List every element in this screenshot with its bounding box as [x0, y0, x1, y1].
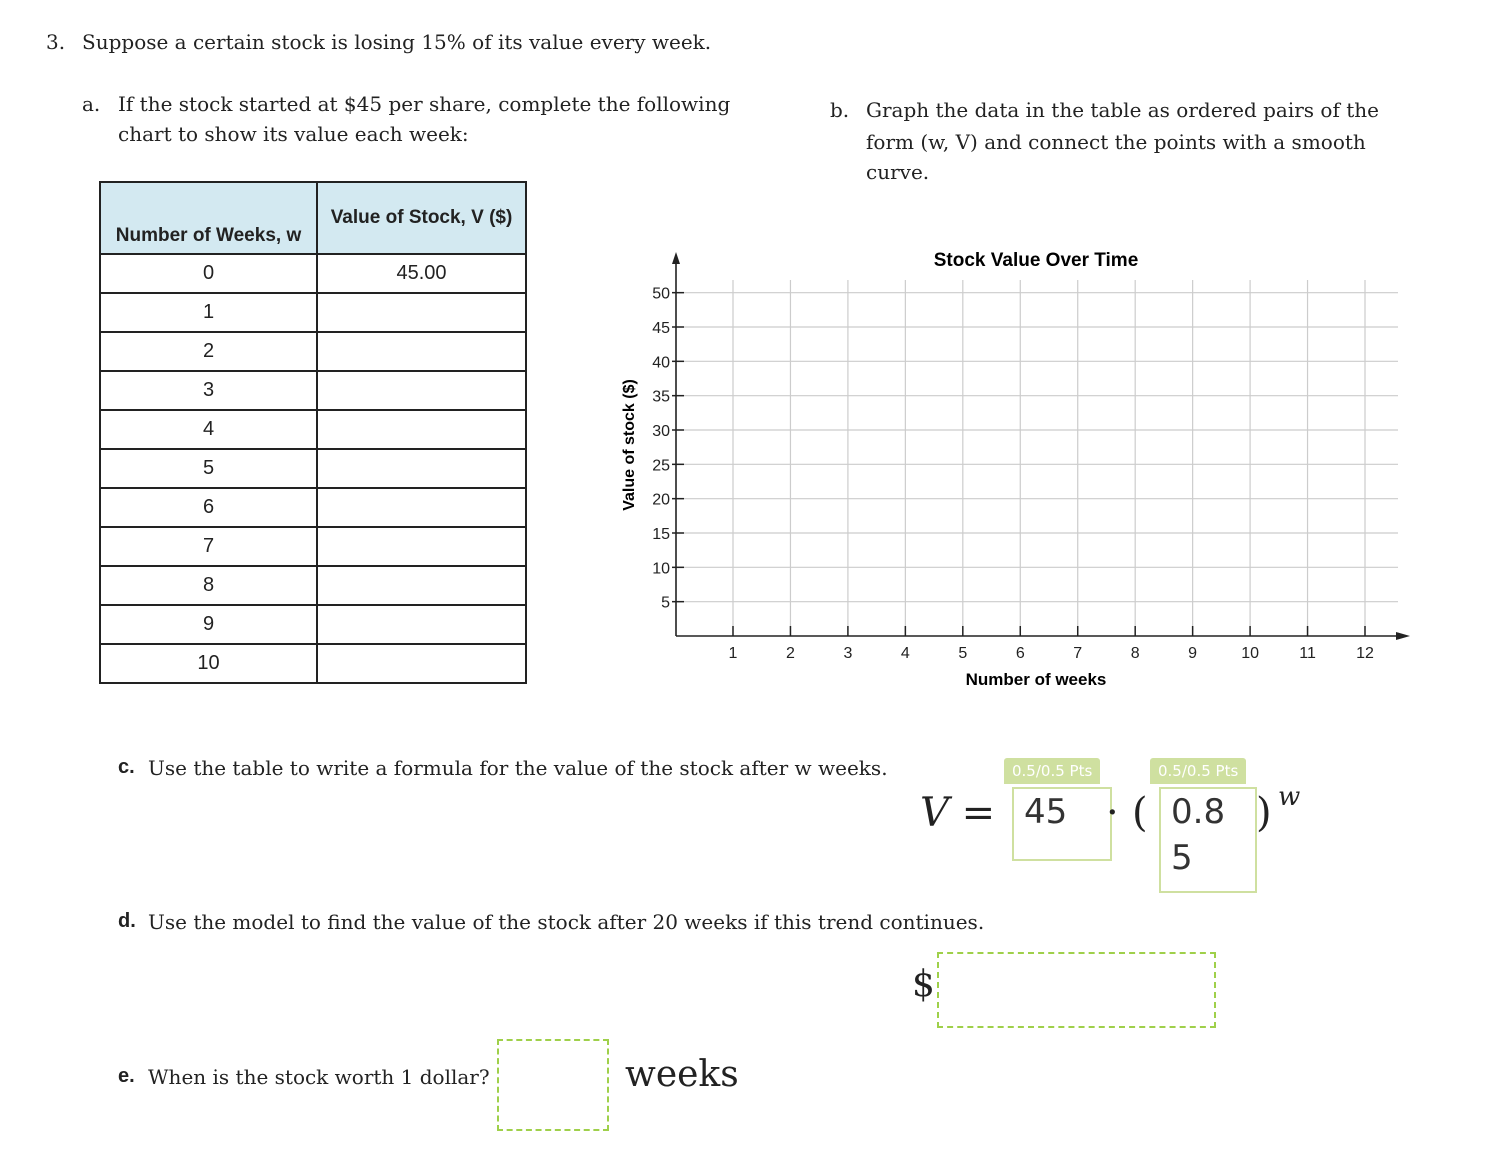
x-tick-label: 3	[843, 645, 852, 662]
part-b-line1: Graph the data in the table as ordered p…	[866, 98, 1379, 122]
part-c-text: Use the table to write a formula for the…	[148, 756, 888, 780]
value-cell[interactable]	[316, 331, 527, 372]
question-text: Suppose a certain stock is losing 15% of…	[82, 30, 712, 54]
part-b-line3: curve.	[866, 160, 930, 184]
part-a-line2: chart to show its value each week:	[118, 122, 469, 146]
table-row: 5	[99, 448, 527, 489]
value-cell[interactable]	[316, 292, 527, 333]
week-cell: 5	[99, 448, 318, 489]
part-a-line1: If the stock started at $45 per share, c…	[118, 92, 731, 116]
y-tick-label: 35	[652, 389, 670, 406]
currency-sign: $	[912, 964, 935, 1005]
y-tick-label: 20	[652, 492, 670, 509]
x-tick-label: 10	[1241, 645, 1259, 662]
table-row: 6	[99, 487, 527, 528]
part-d-label: d.	[118, 910, 136, 932]
week-cell: 10	[99, 643, 318, 684]
x-tick-label: 5	[958, 645, 967, 662]
value-cell[interactable]	[316, 409, 527, 450]
week-cell: 9	[99, 604, 318, 645]
week-cell: 3	[99, 370, 318, 411]
y-tick-label: 30	[652, 423, 670, 440]
stock-table: Number of Weeks, w Value of Stock, V ($)…	[99, 181, 527, 684]
x-axis-label: Number of weeks	[966, 670, 1107, 689]
x-tick-label: 6	[1016, 645, 1025, 662]
x-tick-label: 2	[786, 645, 795, 662]
value-cell[interactable]	[316, 448, 527, 489]
x-tick-label: 11	[1299, 645, 1316, 662]
part-d-text: Use the model to find the value of the s…	[148, 910, 985, 934]
x-tick-label: 12	[1356, 645, 1374, 662]
y-tick-label: 50	[652, 286, 670, 303]
part-e-label: e.	[118, 1065, 135, 1087]
formula-lhs: V =	[920, 790, 996, 836]
y-tick-label: 45	[652, 320, 670, 337]
y-axis-arrow-icon	[672, 252, 680, 264]
x-axis-arrow-icon	[1396, 632, 1410, 640]
part-e-text: When is the stock worth 1 dollar?	[148, 1065, 490, 1089]
y-tick-label: 10	[652, 560, 670, 577]
score-badge-2: 0.5/0.5 Pts	[1150, 758, 1247, 784]
y-axis-label: Value of stock ($)	[621, 379, 638, 511]
table-row: 10	[99, 643, 527, 684]
table-row: 8	[99, 565, 527, 606]
header-value: Value of Stock, V ($)	[316, 181, 527, 255]
answer-decay-factor[interactable]: 0.85	[1159, 787, 1257, 893]
value-cell[interactable]: 45.00	[316, 253, 527, 294]
chart-title: Stock Value Over Time	[934, 250, 1139, 271]
exponent: w	[1278, 782, 1301, 812]
x-tick-label: 8	[1131, 645, 1140, 662]
part-c-label: c.	[118, 756, 135, 778]
y-tick-label: 5	[661, 595, 670, 612]
y-tick-label: 25	[652, 457, 670, 474]
week-cell: 4	[99, 409, 318, 450]
table-row: 3	[99, 370, 527, 411]
part-a-label: a.	[82, 92, 101, 116]
close-paren: )	[1256, 790, 1272, 836]
value-cell[interactable]	[316, 487, 527, 528]
part-b-line2: form (w, V) and connect the points with …	[866, 130, 1366, 154]
stock-chart: 1 2 3 4 5 6 7 8 9 10 11 125101520253035404550Stock …	[621, 250, 1410, 689]
answer-initial-value[interactable]: 45	[1012, 787, 1112, 861]
score-badge-1: 0.5/0.5 Pts	[1004, 758, 1101, 784]
week-cell: 1	[99, 292, 318, 333]
table-row: 2	[99, 331, 527, 372]
x-tick-label: 4	[901, 645, 910, 662]
weeks-unit: weeks	[625, 1054, 739, 1095]
header-weeks: Number of Weeks, w	[99, 181, 318, 255]
part-b-label: b.	[830, 98, 850, 122]
open-paren: (	[1132, 790, 1148, 836]
table-row: 4	[99, 409, 527, 450]
multiply-dot: ·	[1106, 790, 1119, 836]
answer-weeks-input[interactable]	[497, 1039, 609, 1131]
value-cell[interactable]	[316, 604, 527, 645]
week-cell: 2	[99, 331, 318, 372]
value-cell[interactable]	[316, 565, 527, 606]
x-tick-label: 7	[1073, 645, 1082, 662]
table-row: 0 45.00	[99, 253, 527, 294]
value-cell[interactable]	[316, 643, 527, 684]
week-cell: 8	[99, 565, 318, 606]
value-cell[interactable]	[316, 526, 527, 567]
table-row: 9	[99, 604, 527, 645]
x-tick-label: 9	[1188, 645, 1197, 662]
table-row: 1	[99, 292, 527, 333]
week-cell: 6	[99, 487, 318, 528]
question-number: 3.	[46, 30, 66, 54]
table-row: 7	[99, 526, 527, 567]
x-tick-label: 1	[729, 645, 738, 662]
y-tick-label: 40	[652, 354, 670, 371]
week-cell: 0	[99, 253, 318, 294]
week-cell: 7	[99, 526, 318, 567]
y-tick-label: 15	[652, 526, 670, 543]
value-cell[interactable]	[316, 370, 527, 411]
answer-20-weeks-input[interactable]	[937, 952, 1216, 1028]
